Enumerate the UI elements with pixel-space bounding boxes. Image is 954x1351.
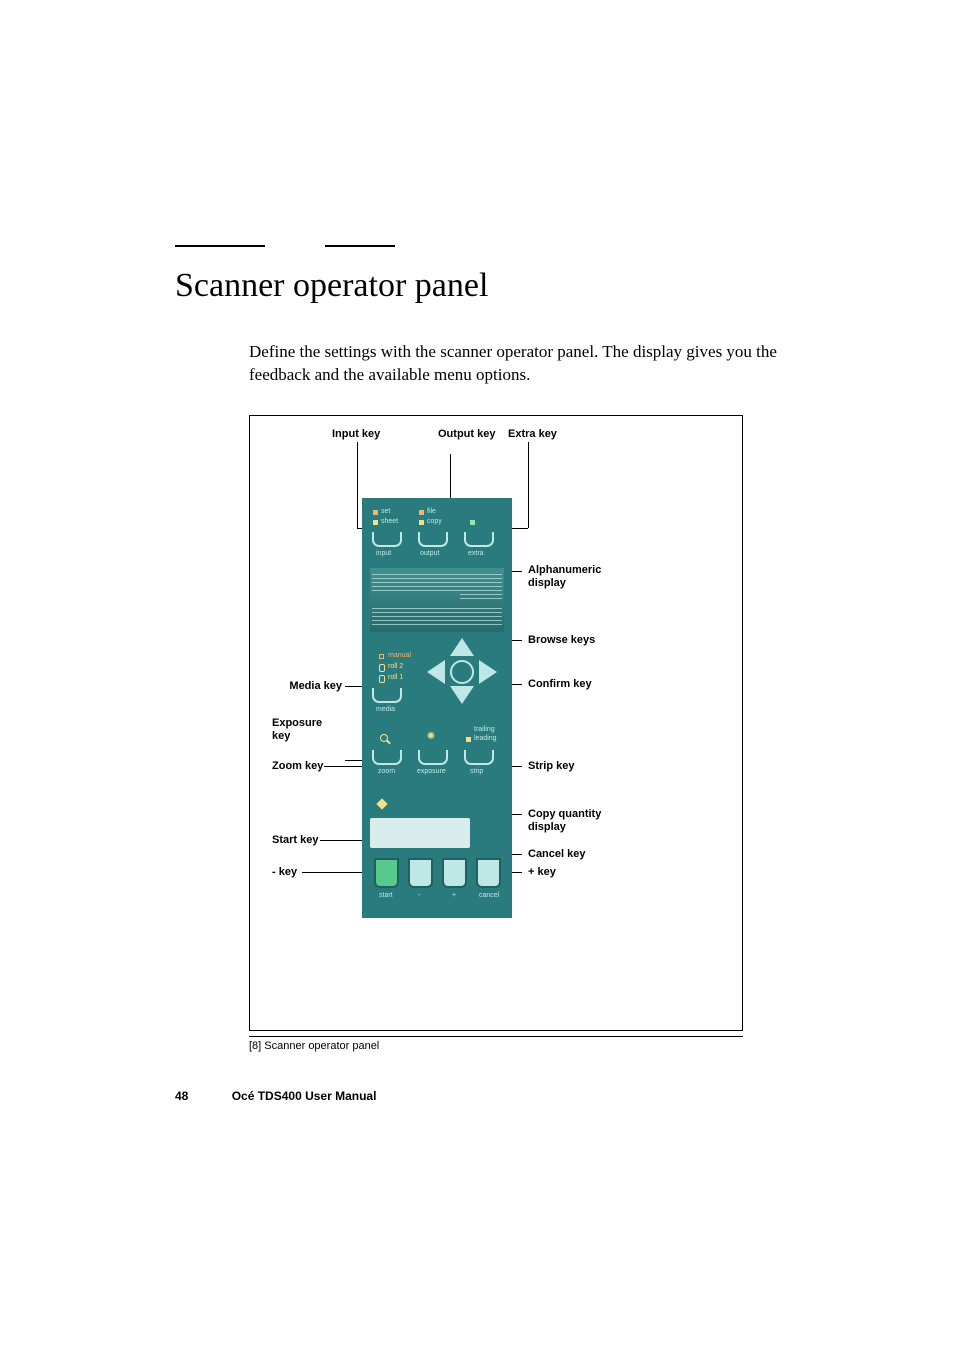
panel-text-file: file bbox=[427, 508, 436, 515]
page-number: 48 bbox=[175, 1089, 188, 1103]
panel-key-strip bbox=[464, 750, 494, 765]
exposure-icon: ✺ bbox=[426, 732, 436, 742]
panel-key-extra bbox=[464, 532, 494, 547]
panel-label-plus: + bbox=[452, 892, 456, 899]
heading-rules bbox=[175, 245, 785, 265]
panel-copy-quantity-display bbox=[370, 818, 470, 848]
panel-label-strip: strip bbox=[470, 768, 483, 775]
panel-key-minus bbox=[408, 858, 433, 888]
intro-paragraph: Define the settings with the scanner ope… bbox=[249, 341, 785, 387]
label-start-key: Start key bbox=[272, 834, 318, 847]
panel-label-cancel: cancel bbox=[479, 892, 499, 899]
panel-text-sheet: sheet bbox=[381, 518, 398, 525]
panel-label-output: output bbox=[420, 550, 439, 557]
label-zoom-key: Zoom key bbox=[272, 760, 323, 773]
indicator-manual bbox=[379, 654, 384, 659]
panel-key-start bbox=[374, 858, 399, 888]
panel-key-exposure bbox=[418, 750, 448, 765]
panel-label-input: input bbox=[376, 550, 391, 557]
label-output-key: Output key bbox=[438, 428, 518, 441]
label-confirm-key: Confirm key bbox=[528, 678, 608, 691]
panel-text-copy: copy bbox=[427, 518, 442, 525]
label-media-key: Media key bbox=[272, 680, 342, 693]
panel-label-media: media bbox=[376, 706, 395, 713]
label-strip-key: Strip key bbox=[528, 760, 574, 773]
panel-key-media bbox=[372, 688, 402, 703]
indicator-copy bbox=[419, 520, 424, 525]
label-copy-quantity-display: Copy quantity display bbox=[528, 808, 608, 834]
zoom-icon bbox=[380, 734, 388, 742]
label-cancel-key: Cancel key bbox=[528, 848, 585, 861]
figure-caption: [8] Scanner operator panel bbox=[249, 1036, 743, 1052]
label-extra-key: Extra key bbox=[508, 428, 557, 441]
label-browse-keys: Browse keys bbox=[528, 634, 595, 647]
panel-label-zoom: zoom bbox=[378, 768, 395, 775]
indicator-set bbox=[373, 510, 378, 515]
panel-nav-cluster bbox=[427, 638, 497, 708]
panel-label-extra: extra bbox=[468, 550, 484, 557]
page-title: Scanner operator panel bbox=[175, 267, 785, 305]
panel-text-roll1: roll 1 bbox=[388, 674, 403, 681]
indicator-extra bbox=[470, 520, 475, 525]
label-minus-key: - key bbox=[272, 866, 297, 879]
indicator-sheet bbox=[373, 520, 378, 525]
panel-key-cancel bbox=[476, 858, 501, 888]
indicator-file bbox=[419, 510, 424, 515]
panel-text-trailing: trailing bbox=[474, 726, 495, 733]
panel-confirm-circle bbox=[450, 660, 474, 684]
indicator-leading bbox=[466, 737, 471, 742]
panel-key-zoom bbox=[372, 750, 402, 765]
figure-scanner-panel: Input key Output key Extra key Alphanume… bbox=[249, 415, 743, 1031]
label-exposure-key: Exposure key bbox=[272, 717, 342, 743]
panel-label-start: start bbox=[379, 892, 393, 899]
label-input-key: Input key bbox=[332, 428, 380, 441]
label-plus-key: + key bbox=[528, 866, 556, 879]
panel-key-output bbox=[418, 532, 448, 547]
panel-text-leading: leading bbox=[474, 735, 497, 742]
start-diamond-icon bbox=[376, 798, 387, 809]
panel-label-minus: - bbox=[418, 892, 420, 899]
label-alphanumeric-display: Alphanumeric display bbox=[528, 564, 608, 590]
panel-text-set: set bbox=[381, 508, 390, 515]
panel-key-input bbox=[372, 532, 402, 547]
panel-text-manual: manual bbox=[388, 652, 411, 659]
scanner-panel-graphic: set sheet file copy input output extra bbox=[362, 498, 512, 918]
panel-text-roll2: roll 2 bbox=[388, 663, 403, 670]
panel-alphanumeric-display bbox=[370, 568, 504, 632]
page-footer: 48 Océ TDS400 User Manual bbox=[175, 1089, 376, 1103]
panel-label-exposure: exposure bbox=[417, 768, 446, 775]
roll-icon-1 bbox=[379, 675, 385, 683]
manual-title: Océ TDS400 User Manual bbox=[232, 1089, 377, 1103]
roll-icon-2 bbox=[379, 664, 385, 672]
panel-key-plus bbox=[442, 858, 467, 888]
